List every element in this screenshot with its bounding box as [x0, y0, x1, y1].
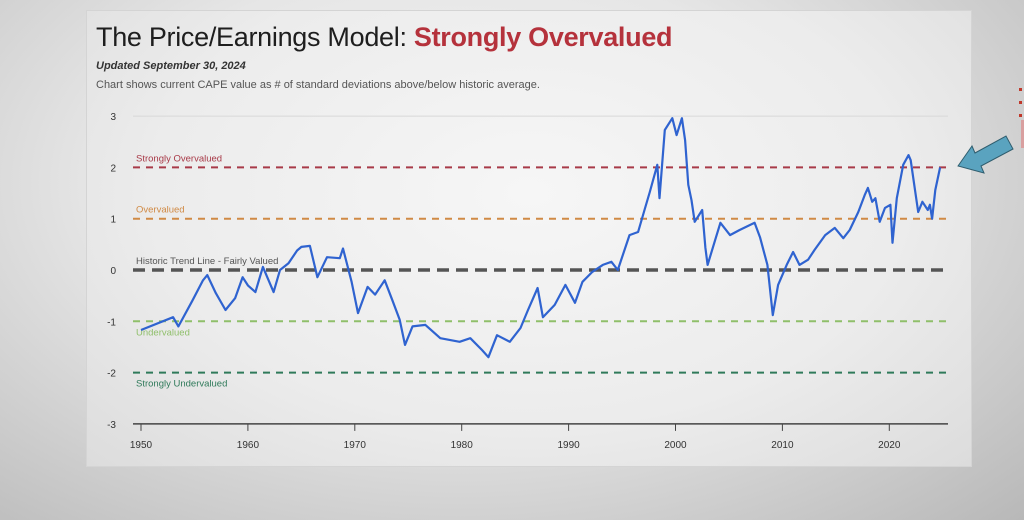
y-tick-label: 0: [110, 266, 116, 277]
page-title: The Price/Earnings Model: Strongly Overv…: [96, 22, 673, 53]
arrow-icon: [957, 135, 1014, 174]
title-prefix: The Price/Earnings Model:: [96, 22, 414, 52]
x-tick-label: 1980: [451, 440, 474, 451]
y-tick-label: -2: [107, 369, 116, 380]
cape-series-line: [140, 117, 942, 359]
x-tick-label: 1990: [557, 440, 580, 451]
reference-label: Strongly Overvalued: [136, 153, 222, 164]
y-tick-label: 2: [110, 163, 116, 174]
annotation-marks: [1019, 88, 1024, 148]
x-tick-label: 2000: [664, 440, 687, 451]
reference-label: Overvalued: [136, 205, 185, 216]
y-tick-label: -3: [107, 420, 116, 431]
x-tick-label: 1970: [344, 440, 367, 451]
reference-label: Strongly Undervalued: [136, 379, 227, 390]
x-tick-label: 1950: [130, 440, 153, 451]
x-tick-label: 1960: [237, 440, 260, 451]
title-status: Strongly Overvalued: [413, 22, 673, 52]
y-tick-label: 3: [110, 112, 116, 123]
updated-date: Updated September 30, 2024: [96, 60, 246, 72]
reference-label: Historic Trend Line - Fairly Valued: [136, 256, 278, 267]
y-tick-label: -1: [107, 317, 116, 328]
chart-description: Chart shows current CAPE value as # of s…: [96, 79, 540, 91]
x-tick-label: 2010: [771, 440, 794, 451]
y-tick-label: 1: [110, 215, 116, 226]
reference-label: Undervalued: [136, 327, 190, 338]
chart-card: [86, 10, 972, 467]
x-tick-label: 2020: [878, 440, 901, 451]
